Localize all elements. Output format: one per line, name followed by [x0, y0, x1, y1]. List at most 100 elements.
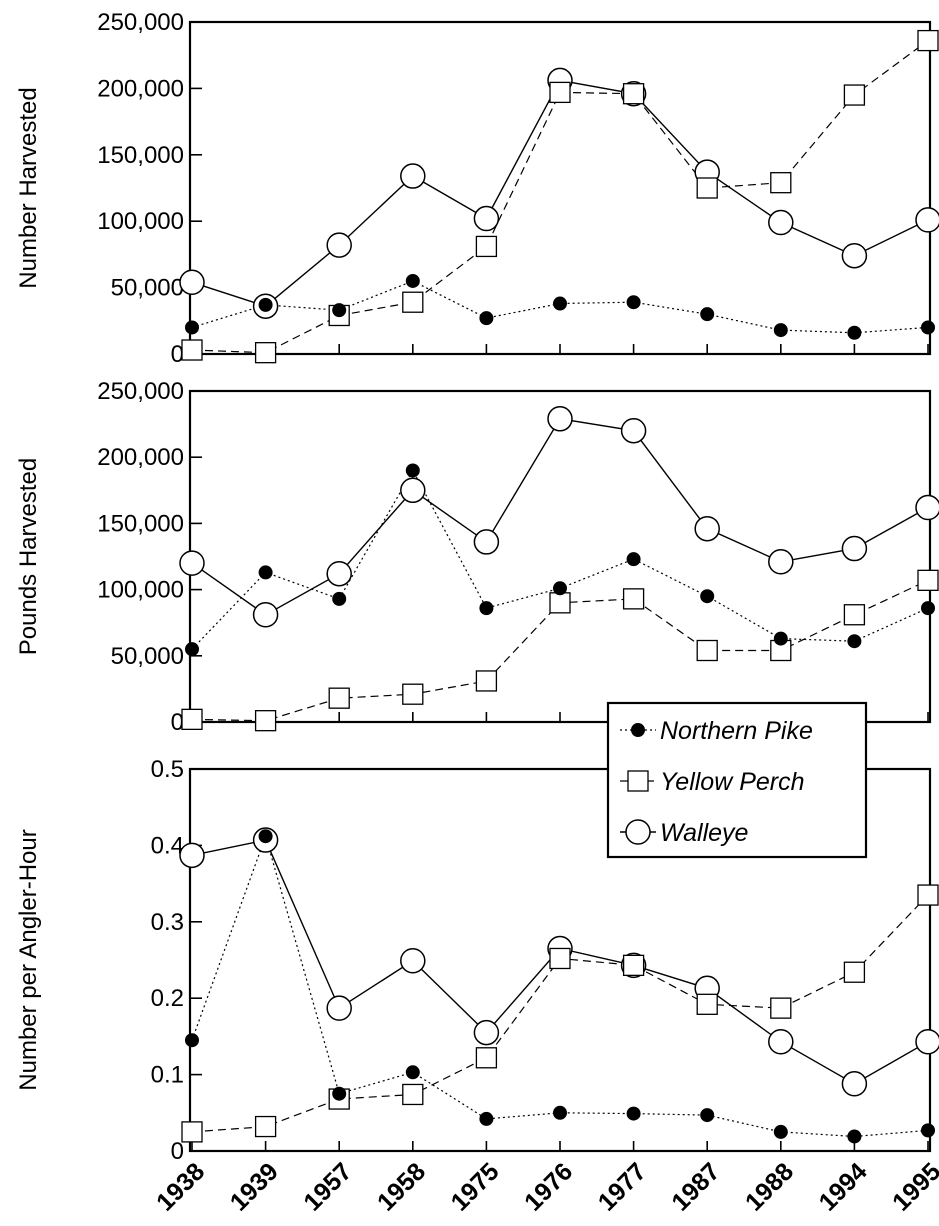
x-tick-label: 1976: [519, 1157, 578, 1216]
yellow-perch-point: [328, 687, 350, 709]
y-tick-label: 0.1: [151, 1062, 184, 1089]
northern-pike-point: [553, 581, 567, 596]
walleye-point: [841, 1071, 868, 1097]
northern-pike-point: [258, 565, 273, 580]
walleye-point: [179, 842, 205, 869]
x-axis: 1938 1939 1957 1958 1975 1976 1977 1987 1988 1994…: [151, 1157, 939, 1216]
walleye-point: [179, 269, 205, 296]
walleye-point: [252, 602, 279, 628]
northern-pike-point: [626, 295, 641, 310]
yellow-perch-point: [549, 947, 571, 970]
yellow-perch-point: [770, 172, 792, 194]
northern-pike-point: [921, 320, 935, 335]
pounds-harvested-panel: 0 50,000 100,000 150,000 200,000 250,000 Pound…: [15, 378, 939, 736]
yellow-perch-point: [181, 1121, 203, 1143]
northern-pike-point: [185, 1033, 199, 1048]
y-tick-label: 150,000: [97, 510, 184, 537]
number-harvested-panel: 0 50,000 100,000 150,000 200,000 250,000 Numbe…: [15, 9, 939, 368]
yellow-perch-point: [254, 710, 277, 732]
yellow-perch-point: [917, 569, 939, 591]
yellow-perch-point: [696, 177, 718, 199]
northern-pike-point: [332, 591, 347, 606]
legend-label-yellow-perch: Yellow Perch: [660, 768, 805, 796]
yellow-perch-point: [622, 83, 645, 105]
yellow-perch-point: [475, 670, 498, 692]
y-tick-label: 0: [171, 1138, 184, 1165]
walleye-point: [473, 205, 500, 232]
northern-pike-point: [479, 601, 494, 616]
northern-pike-point: [921, 1123, 935, 1138]
yellow-perch-point: [549, 592, 571, 614]
walleye-point: [473, 529, 500, 555]
y-tick-label: 0.5: [151, 756, 184, 783]
northern-pike-point: [773, 1124, 788, 1139]
northern-pike-line: [191, 834, 929, 1138]
northern-pike-point: [921, 601, 935, 616]
northern-pike-point: [700, 589, 715, 604]
northern-pike-point: [185, 320, 199, 335]
y-tick-label: 100,000: [97, 208, 184, 235]
northern-pike-point: [185, 642, 199, 657]
walleye-point: [768, 1028, 794, 1055]
y-axis-title: Number Harvested: [15, 87, 42, 288]
legend: Northern Pike Yellow Perch Walleye: [606, 701, 868, 859]
northern-pike-point: [773, 631, 788, 646]
walleye-point: [547, 406, 573, 432]
northern-pike-point: [479, 1111, 494, 1126]
walleye-point: [400, 163, 426, 189]
x-tick-label: 1995: [887, 1157, 939, 1216]
legend-marker-walleye: [625, 819, 651, 845]
northern-pike-point: [847, 634, 862, 649]
plot-frame: [188, 389, 932, 724]
walleye-point: [768, 549, 794, 575]
yellow-perch-point: [843, 604, 866, 626]
northern-pike-point: [479, 311, 494, 326]
yellow-perch-line: [191, 40, 929, 354]
x-tick-label: 1994: [814, 1157, 873, 1216]
northern-pike-point: [405, 463, 420, 478]
walleye-point: [326, 995, 352, 1021]
y-axis-title: Pounds Harvested: [15, 458, 42, 655]
northern-pike-point: [405, 273, 420, 288]
northern-pike-point: [773, 323, 788, 338]
x-tick-label: 1987: [666, 1157, 725, 1216]
walleye-point: [620, 417, 647, 444]
legend-label-northern-pike: Northern Pike: [660, 717, 813, 745]
northern-pike-line: [191, 280, 929, 334]
walleye-point: [841, 535, 868, 562]
northern-pike-point: [700, 1108, 715, 1123]
y-tick-label: 50,000: [111, 643, 184, 670]
x-tick-label: 1957: [298, 1157, 357, 1216]
yellow-perch-point: [622, 588, 645, 610]
northern-pike-point: [626, 1106, 641, 1121]
walleye-line: [191, 79, 929, 307]
walleye-point: [473, 1019, 500, 1046]
legend-label-walleye: Walleye: [660, 819, 748, 847]
northern-pike-point: [553, 296, 567, 311]
walleye-point: [326, 232, 352, 258]
legend-marker-northern-pike: [631, 723, 645, 737]
x-tick-label: 1988: [740, 1157, 799, 1216]
yellow-perch-point: [402, 291, 424, 313]
yellow-perch-point: [402, 1083, 424, 1106]
walleye-point: [841, 242, 868, 269]
y-tick-label: 0: [171, 341, 184, 368]
walleye-point: [915, 1029, 939, 1055]
walleye-point: [326, 560, 352, 587]
y-tick-label: 100,000: [97, 577, 184, 604]
northern-pike-point: [847, 325, 862, 340]
yellow-perch-point: [770, 997, 792, 1019]
y-tick-label: 0: [171, 709, 184, 736]
y-tick-label: 250,000: [97, 9, 184, 36]
yellow-perch-point: [843, 961, 866, 983]
yellow-perch-point: [402, 683, 424, 705]
northern-pike-point: [258, 297, 273, 312]
y-tick-label: 50,000: [111, 275, 184, 302]
northern-pike-point: [405, 1065, 420, 1080]
northern-pike-point: [700, 307, 715, 322]
yellow-perch-point: [696, 993, 718, 1015]
yellow-perch-point: [181, 339, 203, 361]
northern-pike-point: [553, 1105, 567, 1120]
walleye-point: [915, 207, 939, 233]
